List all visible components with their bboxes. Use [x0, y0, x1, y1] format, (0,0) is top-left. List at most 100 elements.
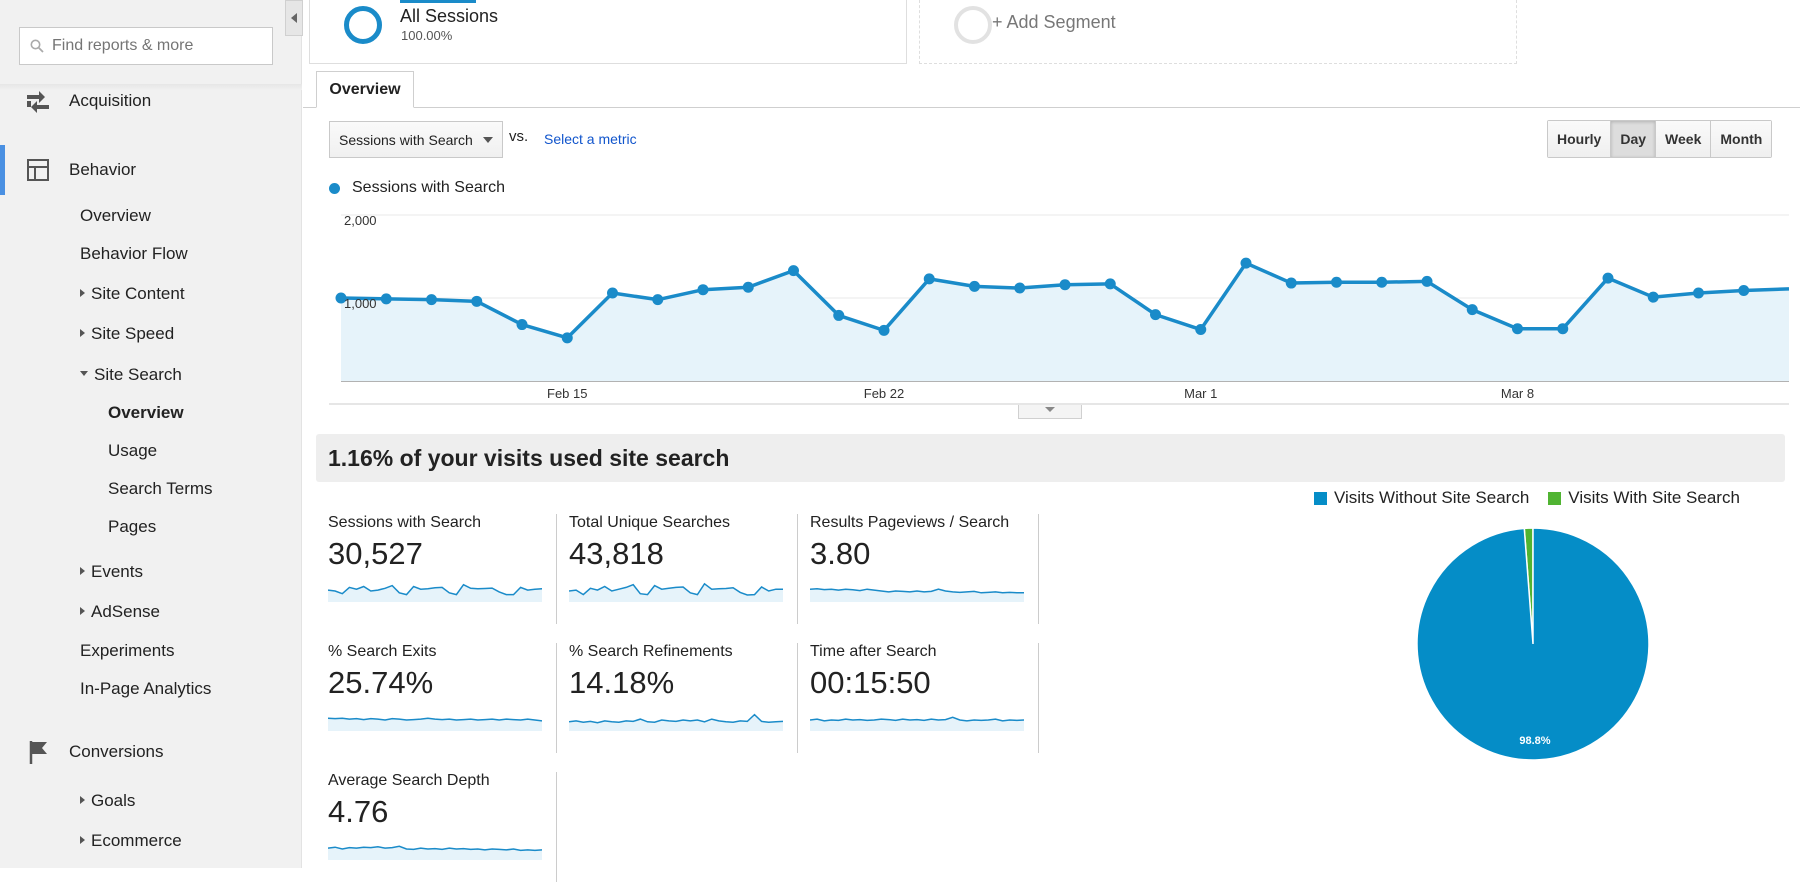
sidebar-item-overview[interactable]: Overview	[80, 206, 151, 225]
sidebar-section-label: Behavior	[69, 160, 137, 179]
kpi-card[interactable]: % Search Exits 25.74%	[316, 643, 557, 753]
kpi-card[interactable]: Time after Search 00:15:50	[798, 643, 1039, 753]
data-point[interactable]	[380, 293, 392, 305]
sidebar-section-acquisition[interactable]: Acquisition	[0, 76, 302, 126]
time-button-week[interactable]: Week	[1656, 121, 1712, 157]
data-point[interactable]	[1466, 304, 1478, 316]
data-point[interactable]	[1421, 275, 1433, 287]
pie-legend-item[interactable]: Visits With Site Search	[1548, 488, 1740, 508]
x-tick-label: Mar 1	[1184, 386, 1217, 401]
sparkline	[810, 716, 1024, 731]
segment-all-sessions[interactable]: All Sessions 100.00%	[309, 0, 907, 64]
kpi-card[interactable]: Sessions with Search 30,527	[316, 514, 557, 624]
site-search-pie-chart[interactable]: 98.8%	[1415, 526, 1651, 762]
chevron-down-icon	[1045, 407, 1055, 412]
data-point[interactable]	[1376, 276, 1388, 288]
data-point[interactable]	[607, 287, 618, 299]
expand-arrow-icon	[80, 566, 85, 575]
data-point[interactable]	[1602, 272, 1614, 284]
kpi-label: % Search Refinements	[569, 643, 733, 660]
kpi-card[interactable]: % Search Refinements 14.18%	[557, 643, 798, 753]
sparkline	[569, 713, 783, 731]
sidebar-item-site-search-overview[interactable]: Overview	[108, 403, 184, 422]
time-button-month[interactable]: Month	[1711, 121, 1772, 157]
x-tick-label: Feb 15	[547, 386, 587, 401]
sidebar-section-conversions[interactable]: Conversions	[0, 727, 302, 777]
metric-dropdown[interactable]: Sessions with Search	[329, 121, 503, 158]
data-point[interactable]	[1285, 277, 1297, 289]
pie-legend-item[interactable]: Visits Without Site Search	[1314, 488, 1529, 508]
kpi-card[interactable]: Average Search Depth 4.76	[316, 772, 557, 882]
sidebar-item-search-terms[interactable]: Search Terms	[108, 479, 213, 498]
data-point[interactable]	[1331, 276, 1342, 288]
time-button-day[interactable]: Day	[1611, 121, 1657, 157]
data-point[interactable]	[1150, 309, 1161, 321]
select-metric-link[interactable]: Select a metric	[544, 131, 637, 147]
sidebar-item-site-speed[interactable]: Site Speed	[80, 324, 174, 344]
data-point[interactable]	[426, 294, 437, 306]
sparkline-line	[328, 845, 542, 852]
search-input[interactable]	[52, 37, 252, 55]
data-point[interactable]	[742, 281, 754, 293]
data-point[interactable]	[697, 284, 709, 296]
metric-dropdown-value: Sessions with Search	[339, 131, 473, 148]
data-point[interactable]	[471, 295, 483, 307]
sidebar-item-events[interactable]: Events	[80, 562, 143, 582]
data-point[interactable]	[1240, 257, 1252, 269]
data-point[interactable]	[1647, 291, 1659, 303]
main-content: All Sessions 100.00% + Add Segment Overv…	[303, 0, 1800, 882]
kpi-value: 30,527	[328, 536, 423, 571]
kpi-card[interactable]: Total Unique Searches 43,818	[557, 514, 798, 624]
add-segment-button[interactable]: + Add Segment	[919, 0, 1517, 64]
data-point[interactable]	[1195, 324, 1207, 336]
sidebar-item-adsense[interactable]: AdSense	[80, 602, 160, 622]
data-point[interactable]	[1014, 282, 1026, 294]
data-point[interactable]	[878, 324, 890, 336]
data-point[interactable]	[1512, 323, 1523, 335]
kpi-label: % Search Exits	[328, 643, 437, 660]
data-point[interactable]	[561, 332, 573, 344]
data-point[interactable]	[923, 273, 935, 285]
sidebar-item-site-content[interactable]: Site Content	[80, 284, 185, 304]
kpi-value: 25.74%	[328, 665, 434, 700]
search-icon	[30, 39, 44, 53]
pie-legend: Visits Without Site Search Visits With Si…	[1314, 488, 1759, 508]
data-point[interactable]	[1104, 278, 1116, 290]
sparkline-area	[569, 583, 783, 602]
data-point[interactable]	[788, 265, 799, 277]
data-point[interactable]	[335, 292, 347, 304]
expand-arrow-icon	[80, 835, 85, 844]
data-point[interactable]	[516, 319, 528, 331]
kpi-value: 3.80	[810, 536, 871, 571]
collapse-sidebar-button[interactable]	[285, 0, 303, 36]
search-box[interactable]	[19, 27, 273, 65]
time-button-hourly[interactable]: Hourly	[1548, 121, 1612, 157]
kpi-label: Sessions with Search	[328, 514, 481, 531]
data-point[interactable]	[652, 294, 664, 306]
chart-resize-handle[interactable]	[1018, 405, 1082, 419]
sidebar-item-behavior-flow[interactable]: Behavior Flow	[80, 244, 188, 263]
sidebar-item-usage[interactable]: Usage	[108, 441, 158, 460]
divider	[0, 84, 302, 90]
data-point[interactable]	[833, 309, 845, 321]
sidebar-section-behavior[interactable]: Behavior	[0, 145, 302, 195]
sidebar-item-site-search[interactable]: Site Search	[80, 365, 182, 385]
data-point[interactable]	[1557, 323, 1569, 335]
data-point[interactable]	[1059, 279, 1071, 291]
sidebar-item-goals[interactable]: Goals	[80, 791, 135, 811]
pie-slice-label: 98.8%	[1519, 735, 1550, 747]
sidebar-item-ecommerce[interactable]: Ecommerce	[80, 831, 182, 851]
tab-overview[interactable]: Overview	[316, 71, 414, 108]
y-tick-label: 1,000	[344, 296, 377, 311]
sidebar-item-pages[interactable]: Pages	[108, 517, 157, 536]
legend-swatch	[1314, 491, 1327, 505]
sidebar-item-experiments[interactable]: Experiments	[80, 641, 175, 660]
data-point[interactable]	[1738, 285, 1750, 297]
data-point[interactable]	[969, 280, 980, 292]
kpi-card[interactable]: Results Pageviews / Search 3.80	[798, 514, 1039, 624]
sidebar-item-label: Ecommerce	[91, 831, 182, 850]
sidebar-item-in-page-analytics[interactable]: In-Page Analytics	[80, 679, 212, 698]
sessions-line-chart[interactable]: 1,000 2,000 Feb 15 Feb 22 Mar 1 Mar 8	[329, 205, 1789, 405]
pie-slice[interactable]	[1416, 527, 1650, 761]
data-point[interactable]	[1693, 287, 1704, 299]
